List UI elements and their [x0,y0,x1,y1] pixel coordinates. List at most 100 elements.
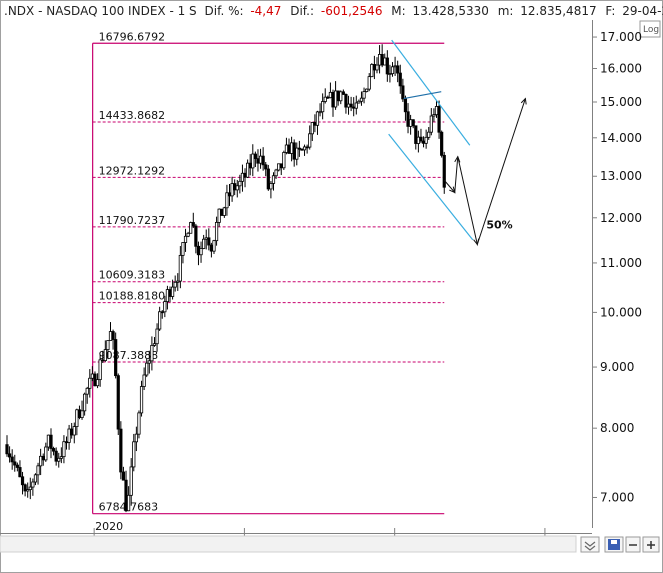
candle-body [39,455,43,467]
candle-body [287,144,291,154]
dif-pct-value: -4,47 [250,4,281,18]
candle-body [147,360,151,364]
candle-body [230,183,234,197]
candle-body [225,192,229,209]
candle-body [341,91,345,95]
x-start-label: 2020 [95,520,123,533]
candle-body [220,208,224,216]
candle-body [10,456,14,463]
y-tick-label: 16.000 [600,62,642,76]
candle-body [279,163,283,169]
candle-body [152,343,157,346]
candle-body [305,146,309,149]
channel-lower-line [388,133,474,241]
candle-body [393,65,397,68]
candle-body [158,311,162,330]
y-tick-label: 15.000 [600,95,642,109]
candle-body [295,147,299,160]
candle-body [116,375,120,430]
candle-body [365,88,369,92]
max-value: 13.428,5330 [413,4,489,18]
candle-body [160,311,164,314]
candle-body [33,474,38,483]
candle-body [421,140,426,144]
candle-body [214,221,219,242]
candle-body [75,409,79,427]
log-toggle-button[interactable]: Log [639,20,661,38]
candle-body [49,434,53,449]
horizontal-scrollbar[interactable] [0,535,577,553]
candle-body [434,106,439,116]
candle-body [168,289,172,297]
candle-body [18,467,22,478]
y-tick-label: 12.000 [600,211,642,225]
y-tick-label: 11.000 [600,256,642,270]
candle-body [261,155,265,166]
candle-body [209,244,213,252]
candle-body [321,101,325,113]
dif-pct-label: Dif. %: [205,4,244,18]
candle-body [258,155,263,164]
date-label: F: [605,4,615,18]
fib-level-label: 11790.7237 [99,214,165,227]
candle-body [274,169,278,177]
candle-body [442,154,446,188]
candle-body [196,245,201,256]
candle-body [31,481,35,488]
annotation-label: 50% [486,219,512,232]
candle-body [323,96,327,102]
candle-body [411,119,415,127]
candle-body [359,97,364,102]
candle-body [414,125,418,144]
candle-body [385,57,389,75]
candle-body [383,57,387,66]
y-tick-label: 14.000 [600,131,642,145]
candle-body [313,122,317,126]
candle-body [15,464,19,468]
candle-body [290,142,294,154]
candle-body [98,359,102,381]
candle-body [282,152,286,169]
candle-body [248,162,252,169]
scroll-end-button[interactable] [580,536,600,553]
candle-body [28,486,32,491]
plus-icon [647,541,655,549]
candle-body [127,494,131,512]
candle-body [186,232,190,237]
candle-body [377,54,382,66]
candle-body [284,144,289,153]
candle-body [23,484,27,492]
candle-body [191,222,195,227]
candle-body [106,340,110,350]
candle-body [437,106,441,133]
candle-body [26,489,30,492]
candle-body [440,131,444,156]
min-value: 12.835,4817 [520,4,596,18]
candle-body [403,98,408,113]
candle-body [269,183,273,190]
candle-body [36,465,40,476]
candle-body [346,103,351,108]
zoom-in-button[interactable] [642,536,660,553]
zoom-out-button[interactable] [625,536,641,553]
candle-body [264,164,268,170]
candle-body [427,131,431,138]
candle-body [67,428,71,443]
candle-body [336,90,340,102]
candle-body [328,91,333,99]
projection-arrowhead [449,186,456,194]
candle-body [108,331,113,341]
candle-body [424,136,428,144]
candle-body [72,426,76,436]
candle-body [308,133,312,148]
candle-body [318,111,322,114]
save-button[interactable] [604,536,624,553]
candle-body [119,428,123,473]
candle-body [375,64,379,71]
candle-body [80,410,84,418]
date-value: 29-04-20 [622,4,663,18]
y-tick-label: 7.000 [600,490,634,504]
candle-body [139,386,144,414]
candle-body [111,331,115,340]
